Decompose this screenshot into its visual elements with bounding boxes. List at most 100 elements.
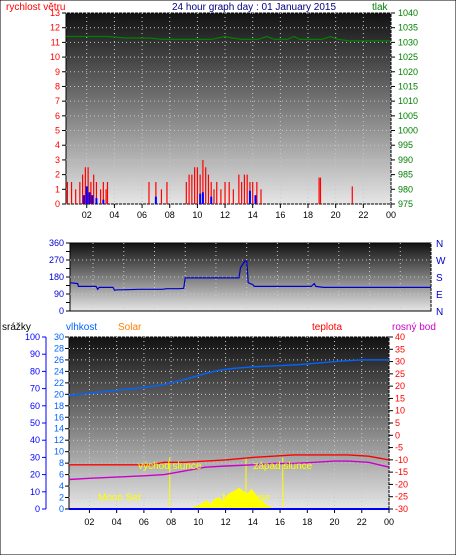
x-tick-label: 16 — [275, 517, 285, 527]
humidity-tick-label: 10 — [54, 447, 64, 457]
temperature-line — [69, 454, 390, 466]
x-tick-label: 06 — [137, 210, 147, 220]
pressure-tick-label: 990 — [398, 155, 413, 165]
x-tick-label: 10 — [192, 210, 202, 220]
direction-tick-label: 360 — [49, 238, 64, 248]
sun-moon-annotation: Moon Rise — [222, 493, 270, 504]
temperature-tick-label: 0 — [395, 430, 400, 440]
humidity-line — [68, 359, 389, 397]
pressure-tick-label: 1005 — [398, 111, 418, 121]
pressure-line — [66, 35, 391, 42]
wind-tick-label: 1 — [55, 184, 60, 194]
legend-temperature: teplota — [312, 322, 342, 333]
pressure-tick-label: 975 — [398, 199, 413, 209]
x-tick-label: 22 — [358, 210, 368, 220]
x-tick-label: 00 — [384, 517, 394, 527]
direction-tick-label: 180 — [49, 272, 64, 282]
pressure-tick-label: 1015 — [398, 81, 418, 91]
x-tick-label: 18 — [302, 517, 312, 527]
temperature-tick-label: 5 — [395, 418, 400, 428]
wind-tick-label: 11 — [51, 37, 60, 47]
rain-tick-label: 100 — [25, 332, 40, 342]
pressure-tick-label: 1000 — [398, 126, 418, 136]
pressure-tick-label: 1025 — [398, 52, 418, 62]
x-tick-label: 04 — [109, 210, 119, 220]
legend-humidity: vlhkost — [66, 322, 97, 333]
solar-area — [191, 487, 273, 510]
compass-label: W — [436, 256, 446, 267]
horizontal-grid — [70, 259, 431, 295]
temperature-tick-label: 30 — [395, 357, 405, 367]
temperature-tick-label: -30 — [395, 504, 408, 514]
x-tick-label: 18 — [303, 210, 313, 220]
pressure-axis-title: tlak — [372, 2, 389, 13]
wind-speed-axis-title: rychlost větru — [6, 2, 65, 13]
humidity-tick-label: 12 — [54, 435, 64, 445]
temperature-tick-label: -20 — [395, 479, 408, 489]
wind-tick-label: 5 — [55, 126, 60, 136]
x-tick-label: 02 — [82, 210, 92, 220]
temperature-tick-label: -5 — [395, 443, 403, 453]
x-tick-label: 12 — [220, 210, 230, 220]
wind-tick-label: 0 — [55, 199, 60, 209]
rain-tick-label: 50 — [30, 418, 40, 428]
rain-tick-label: 60 — [30, 401, 40, 411]
compass-label: S — [436, 273, 443, 284]
temperature-tick-label: -15 — [395, 467, 408, 477]
pressure-tick-label: 1035 — [398, 23, 418, 33]
x-tick-label: 04 — [112, 517, 122, 527]
wind-pressure-plot-area — [65, 12, 392, 205]
humidity-tick-label: 28 — [54, 343, 64, 353]
x-tick-label: 00 — [386, 210, 396, 220]
rain-tick-label: 20 — [30, 470, 40, 480]
humidity-tick-label: 20 — [54, 389, 64, 399]
wind-tick-label: 9 — [55, 67, 60, 77]
sun-moon-annotation: západ slunce — [253, 461, 312, 472]
temperature-tick-label: -10 — [395, 455, 408, 465]
compass-label: E — [436, 290, 443, 301]
legend-dewpoint: rosný bod — [392, 322, 436, 333]
compass-label: N — [436, 239, 443, 250]
direction-tick-label: 90 — [54, 289, 64, 299]
wind-tick-label: 12 — [50, 23, 60, 33]
direction-tick-label: 0 — [59, 306, 64, 316]
rain-tick-label: 40 — [30, 435, 40, 445]
humidity-tick-label: 8 — [59, 458, 64, 468]
humidity-tick-label: 24 — [54, 366, 64, 376]
pressure-tick-label: 985 — [398, 170, 413, 180]
direction-tick-label: 270 — [49, 255, 64, 265]
x-tick-label: 20 — [331, 210, 341, 220]
pressure-tick-label: 1030 — [398, 37, 418, 47]
temperature-tick-label: 35 — [395, 344, 405, 354]
rain-tick-label: 70 — [30, 384, 40, 394]
x-tick-label: 12 — [221, 517, 231, 527]
humidity-tick-label: 2 — [59, 493, 64, 503]
temperature-tick-label: 25 — [395, 369, 405, 379]
temperature-tick-label: 20 — [395, 381, 405, 391]
temperature-tick-label: 10 — [395, 406, 405, 416]
humidity-tick-label: 6 — [59, 470, 64, 480]
wind-tick-label: 6 — [55, 111, 60, 121]
x-tick-label: 10 — [193, 517, 203, 527]
pressure-tick-label: 1040 — [398, 8, 418, 18]
humidity-tick-label: 30 — [54, 332, 64, 342]
x-tick-label: 14 — [248, 517, 258, 527]
pressure-tick-label: 1010 — [398, 96, 418, 106]
x-tick-label: 16 — [275, 210, 285, 220]
rain-tick-label: 30 — [30, 452, 40, 462]
sun-moon-annotation: východ slunce — [138, 461, 202, 472]
wind-tick-label: 8 — [55, 81, 60, 91]
temperature-humidity-plot-area — [68, 336, 390, 510]
wind-tick-label: 10 — [50, 52, 60, 62]
legend-solar: Solar — [118, 322, 142, 333]
pressure-tick-label: 995 — [398, 140, 413, 150]
wind-tick-label: 4 — [55, 140, 60, 150]
pressure-tick-label: 1020 — [398, 67, 418, 77]
wind-tick-label: 7 — [55, 96, 60, 106]
dewpoint-line — [68, 460, 390, 481]
pressure-tick-label: 980 — [398, 184, 413, 194]
x-tick-label: 14 — [248, 210, 258, 220]
compass-label: N — [436, 307, 443, 318]
sun-moon-annotation: Moon Set — [98, 493, 141, 504]
